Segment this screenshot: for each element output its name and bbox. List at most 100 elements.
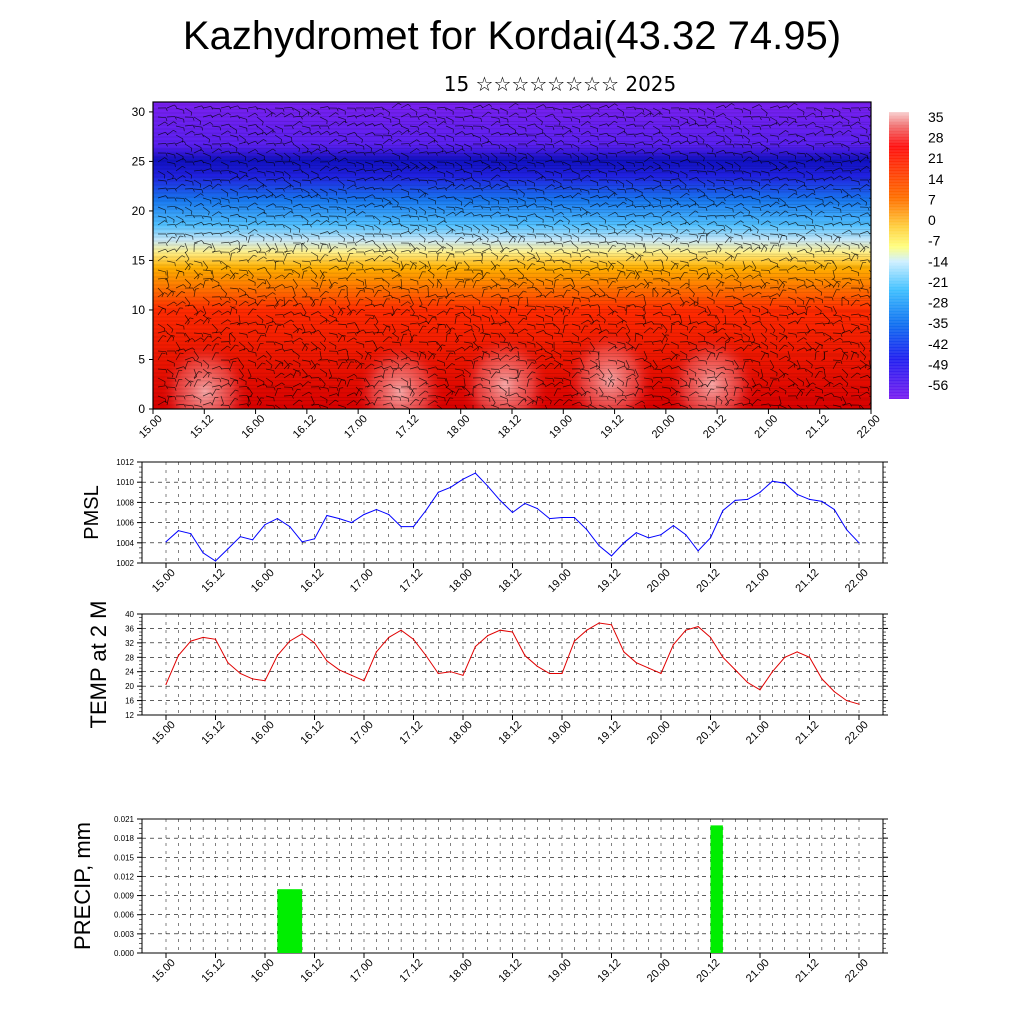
wind-barb	[301, 151, 310, 154]
wind-barb-flag	[281, 274, 285, 278]
wind-barb-flag	[722, 327, 726, 331]
wind-barb-flag	[597, 158, 601, 162]
wind-barb	[571, 105, 580, 109]
wind-barb	[661, 269, 670, 273]
wind-barb	[652, 259, 661, 262]
wind-barb	[553, 267, 562, 271]
isotherm-line	[153, 379, 871, 382]
wind-barb	[571, 224, 580, 230]
wind-barb	[607, 188, 616, 194]
wind-barb	[472, 323, 480, 329]
wind-barb	[517, 156, 525, 163]
wind-barb-flag	[570, 394, 573, 399]
wind-barb-flag	[162, 308, 167, 310]
wind-barb-flag	[507, 278, 510, 283]
wind-barb	[580, 404, 589, 408]
wind-barb-flag	[171, 335, 176, 337]
wind-barb-flag	[335, 121, 339, 125]
wind-barb	[787, 256, 796, 262]
wind-barb-flag	[307, 381, 312, 384]
wind-barb	[265, 321, 274, 325]
wind-barb-flag	[426, 180, 429, 184]
wind-barb-flag	[658, 237, 663, 240]
wind-barb-flag	[621, 391, 624, 396]
wind-barb	[283, 211, 291, 217]
wind-barb-flag	[399, 206, 402, 211]
wind-barb	[787, 251, 793, 259]
wind-barb	[679, 121, 688, 127]
wind-barb	[247, 221, 256, 226]
wind-barb-flag	[523, 238, 525, 243]
wind-barb	[490, 224, 499, 228]
wind-barb	[706, 121, 714, 127]
wind-barb	[508, 143, 517, 149]
wind-barb	[319, 220, 327, 226]
wind-barb	[643, 278, 650, 286]
wind-barb-flag	[651, 379, 654, 383]
wind-barb-flag	[345, 190, 347, 195]
wind-barb-flag	[438, 324, 442, 326]
wind-barb-flag	[486, 229, 489, 234]
wind-barb-flag	[217, 156, 222, 159]
wind-barb-flag	[579, 298, 581, 303]
wind-barb	[616, 107, 624, 113]
wind-barb-flag	[453, 150, 457, 155]
wind-barb	[706, 152, 715, 155]
wind-barb	[445, 251, 454, 255]
wind-barb	[697, 206, 707, 208]
wind-barb	[157, 385, 166, 388]
wind-barb	[724, 188, 733, 193]
wind-barb	[400, 278, 403, 287]
wind-barb	[319, 341, 326, 348]
wind-barb	[706, 188, 716, 190]
wind-barb	[535, 314, 544, 319]
wind-barb	[238, 386, 248, 388]
wind-barb	[310, 193, 319, 199]
wind-barb	[760, 161, 770, 163]
wind-barb-flag	[408, 356, 412, 361]
wind-barb-flag	[722, 201, 726, 204]
wind-barb-flag	[325, 373, 328, 377]
wind-barb	[688, 404, 693, 409]
isotherm-line	[153, 300, 871, 302]
wind-barb	[688, 269, 697, 272]
wind-barb	[571, 206, 581, 209]
wind-barb-flag	[201, 189, 204, 194]
wind-barb	[733, 203, 742, 208]
wind-barb	[499, 354, 507, 361]
wind-barb-flag	[651, 234, 654, 239]
wind-barb-flag	[389, 202, 393, 205]
wind-barb	[733, 187, 742, 190]
wind-barb	[472, 361, 475, 370]
wind-barb-flag	[534, 108, 537, 113]
wind-barb	[265, 350, 272, 358]
wind-barb	[616, 359, 625, 364]
wind-barb-flag	[345, 136, 347, 141]
wind-barb-flag	[804, 312, 808, 316]
wind-barb	[715, 336, 723, 343]
wind-barb-flag	[336, 108, 339, 112]
wind-barb-flag	[633, 151, 636, 155]
wind-barb	[751, 314, 760, 318]
wind-barb-flag	[210, 231, 214, 236]
wind-barb-flag	[390, 235, 392, 239]
wind-barb-flag	[236, 147, 238, 152]
wind-barb	[481, 269, 484, 278]
wind-barb	[391, 215, 400, 220]
wind-barb	[490, 395, 496, 403]
wind-barb-flag	[615, 115, 618, 119]
wind-barb-flag	[244, 292, 247, 296]
wind-barb-flag	[550, 400, 552, 405]
wind-barb-flag	[722, 113, 726, 117]
wind-barb-flag	[765, 248, 768, 252]
wind-barb-flag	[345, 277, 348, 282]
wind-barb-flag	[514, 376, 519, 379]
wind-barb	[589, 287, 597, 294]
wind-barb	[778, 355, 787, 361]
wind-barb-flag	[794, 363, 798, 367]
wind-barb-flag	[261, 320, 264, 324]
wind-barb	[364, 161, 373, 165]
wind-barb-flag	[435, 181, 437, 185]
wind-barb-flag	[174, 387, 177, 391]
wind-barb	[535, 395, 544, 401]
